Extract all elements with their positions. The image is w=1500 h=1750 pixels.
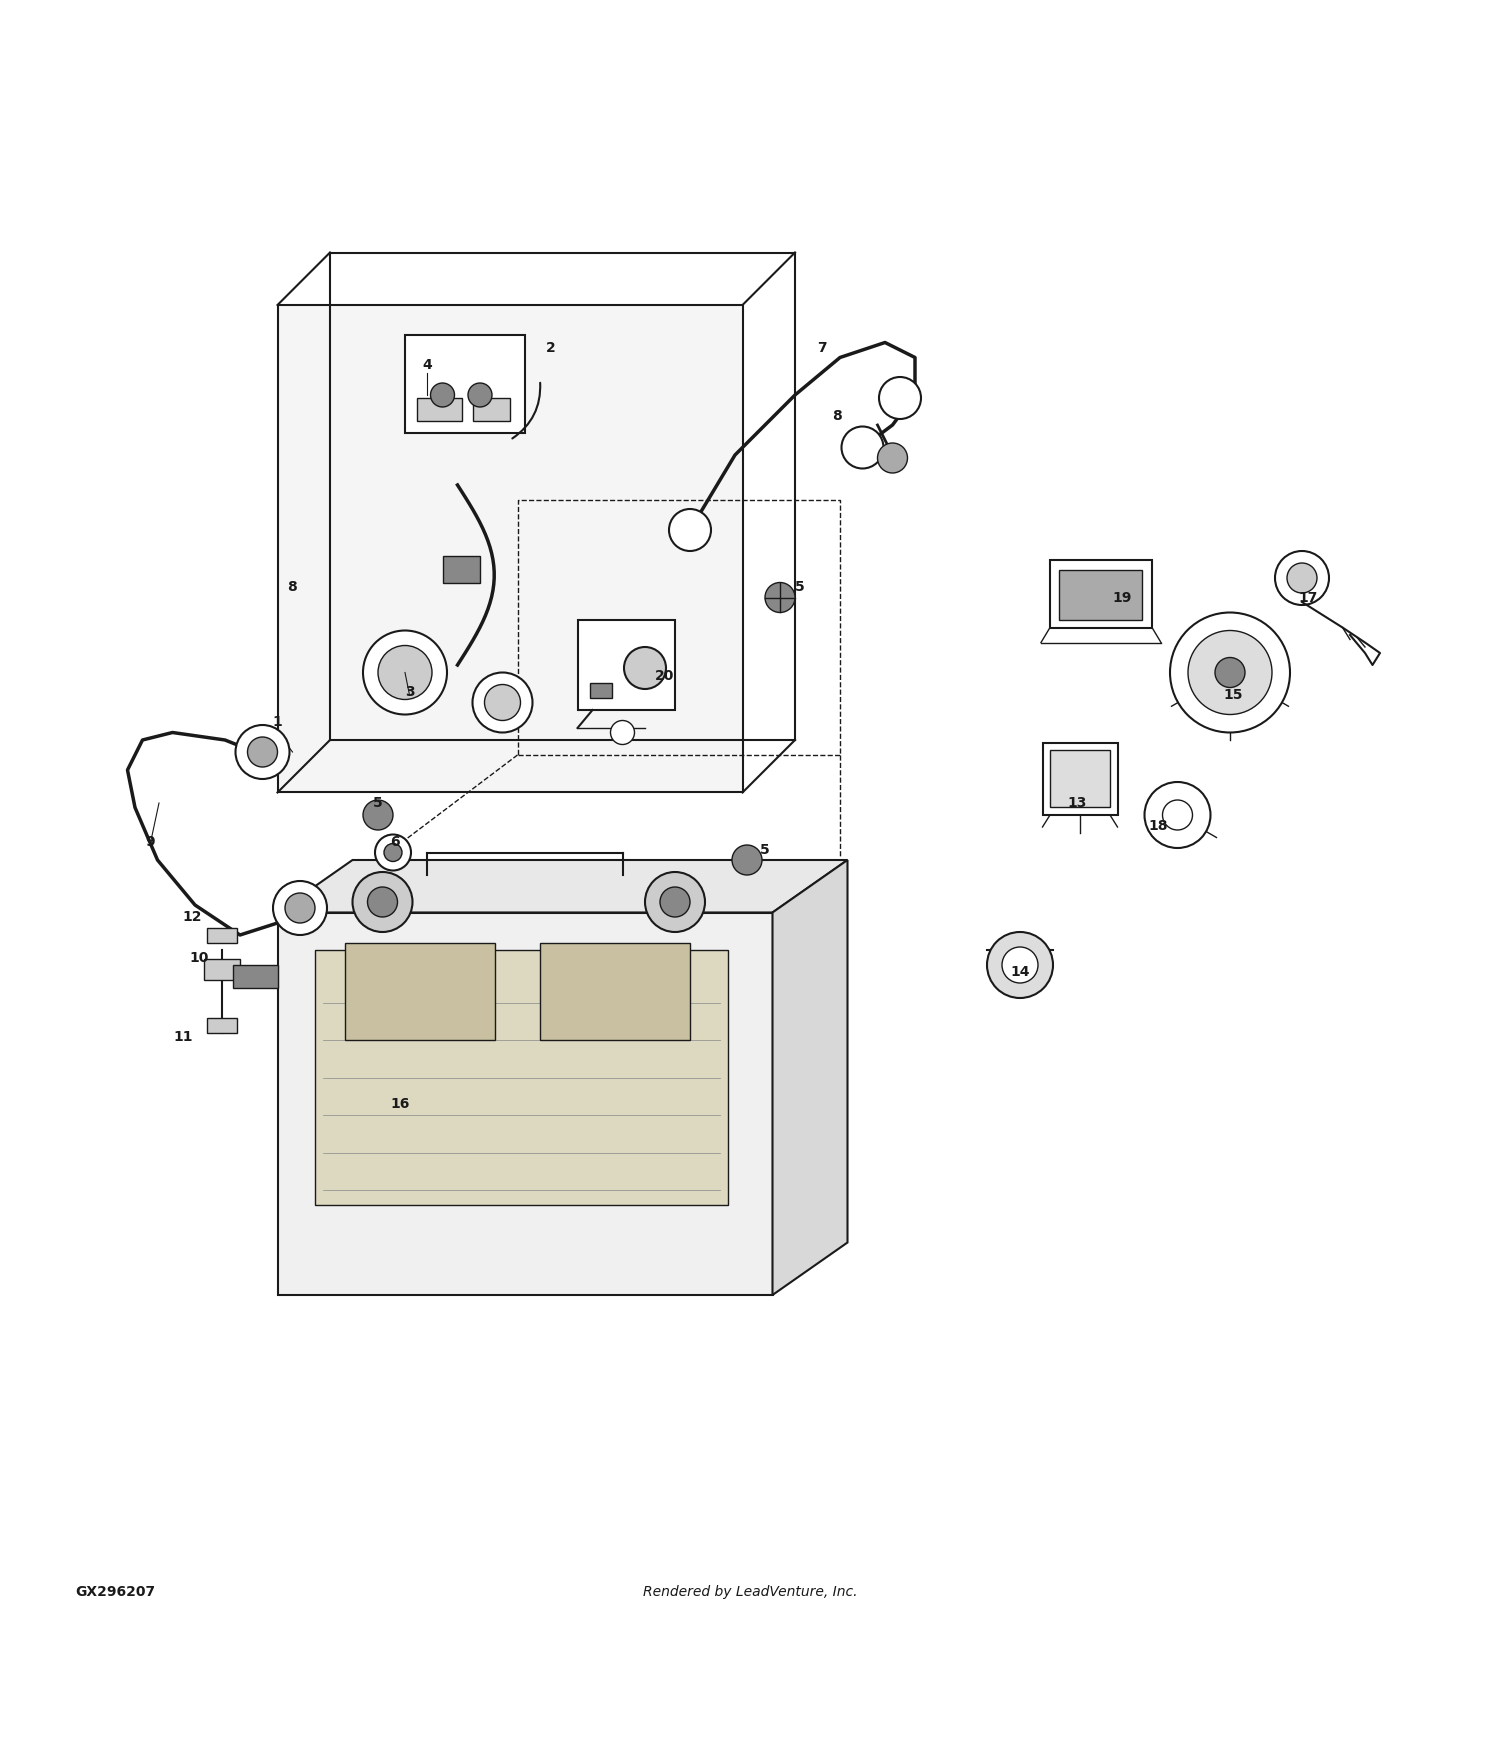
Circle shape: [624, 648, 666, 690]
Text: 14: 14: [1011, 966, 1029, 980]
Circle shape: [236, 724, 290, 779]
Circle shape: [987, 933, 1053, 997]
Text: 3: 3: [405, 684, 414, 698]
Text: 5: 5: [795, 579, 804, 593]
Bar: [204, 959, 240, 980]
Circle shape: [1002, 947, 1038, 984]
Text: 18: 18: [1149, 819, 1167, 833]
Circle shape: [273, 880, 327, 934]
Circle shape: [1215, 658, 1245, 688]
Bar: [1042, 744, 1118, 816]
Text: 4: 4: [423, 359, 432, 373]
Circle shape: [1287, 564, 1317, 593]
Circle shape: [1170, 612, 1290, 733]
Circle shape: [669, 509, 711, 551]
Bar: [405, 334, 525, 432]
Text: 13: 13: [1068, 796, 1086, 810]
Text: 17: 17: [1299, 590, 1317, 604]
Text: 6: 6: [390, 835, 399, 849]
Bar: [232, 964, 278, 987]
Bar: [417, 397, 462, 420]
Text: 19: 19: [1113, 590, 1131, 604]
Bar: [1059, 570, 1142, 620]
Polygon shape: [772, 859, 847, 1295]
Text: GX296207: GX296207: [75, 1586, 154, 1600]
Bar: [540, 943, 690, 1040]
Text: 7: 7: [818, 341, 827, 355]
Circle shape: [375, 835, 411, 870]
Bar: [442, 555, 480, 583]
Circle shape: [610, 721, 634, 744]
Text: Rendered by LeadVenture, Inc.: Rendered by LeadVenture, Inc.: [642, 1586, 858, 1600]
Circle shape: [1188, 630, 1272, 714]
Text: 15: 15: [1224, 688, 1242, 702]
Bar: [578, 620, 675, 711]
Circle shape: [645, 872, 705, 933]
Circle shape: [430, 383, 454, 408]
Circle shape: [842, 427, 884, 469]
Circle shape: [363, 800, 393, 829]
Circle shape: [1275, 551, 1329, 606]
Circle shape: [248, 737, 278, 766]
Circle shape: [468, 383, 492, 408]
Text: 5: 5: [374, 796, 382, 810]
Polygon shape: [278, 859, 847, 912]
Circle shape: [384, 844, 402, 861]
Text: 8: 8: [288, 579, 297, 593]
Circle shape: [484, 684, 520, 721]
Bar: [356, 1085, 430, 1130]
Bar: [590, 682, 612, 698]
Text: 5: 5: [760, 842, 770, 856]
Text: 8: 8: [833, 410, 842, 423]
Bar: [207, 1017, 237, 1032]
Text: 9: 9: [146, 835, 154, 849]
Circle shape: [660, 887, 690, 917]
Polygon shape: [278, 304, 742, 793]
Text: 20: 20: [656, 668, 674, 682]
Text: 10: 10: [190, 950, 208, 964]
Polygon shape: [278, 912, 772, 1295]
Circle shape: [879, 376, 921, 418]
Text: 12: 12: [183, 910, 201, 924]
Bar: [1050, 751, 1110, 807]
Bar: [345, 1074, 442, 1138]
Text: 2: 2: [546, 341, 555, 355]
Text: 11: 11: [172, 1031, 192, 1045]
Circle shape: [368, 887, 398, 917]
Text: 1: 1: [273, 716, 282, 730]
Text: 16: 16: [392, 1097, 410, 1111]
Bar: [315, 950, 728, 1206]
Bar: [207, 928, 237, 943]
Circle shape: [285, 892, 315, 922]
Text: VentURE: VentURE: [597, 880, 693, 900]
Circle shape: [878, 443, 908, 472]
Circle shape: [363, 630, 447, 714]
Circle shape: [352, 872, 413, 933]
Circle shape: [472, 672, 532, 733]
Circle shape: [732, 845, 762, 875]
Circle shape: [765, 583, 795, 612]
Bar: [472, 397, 510, 420]
Bar: [345, 943, 495, 1040]
Circle shape: [378, 646, 432, 700]
Bar: [1050, 560, 1152, 628]
